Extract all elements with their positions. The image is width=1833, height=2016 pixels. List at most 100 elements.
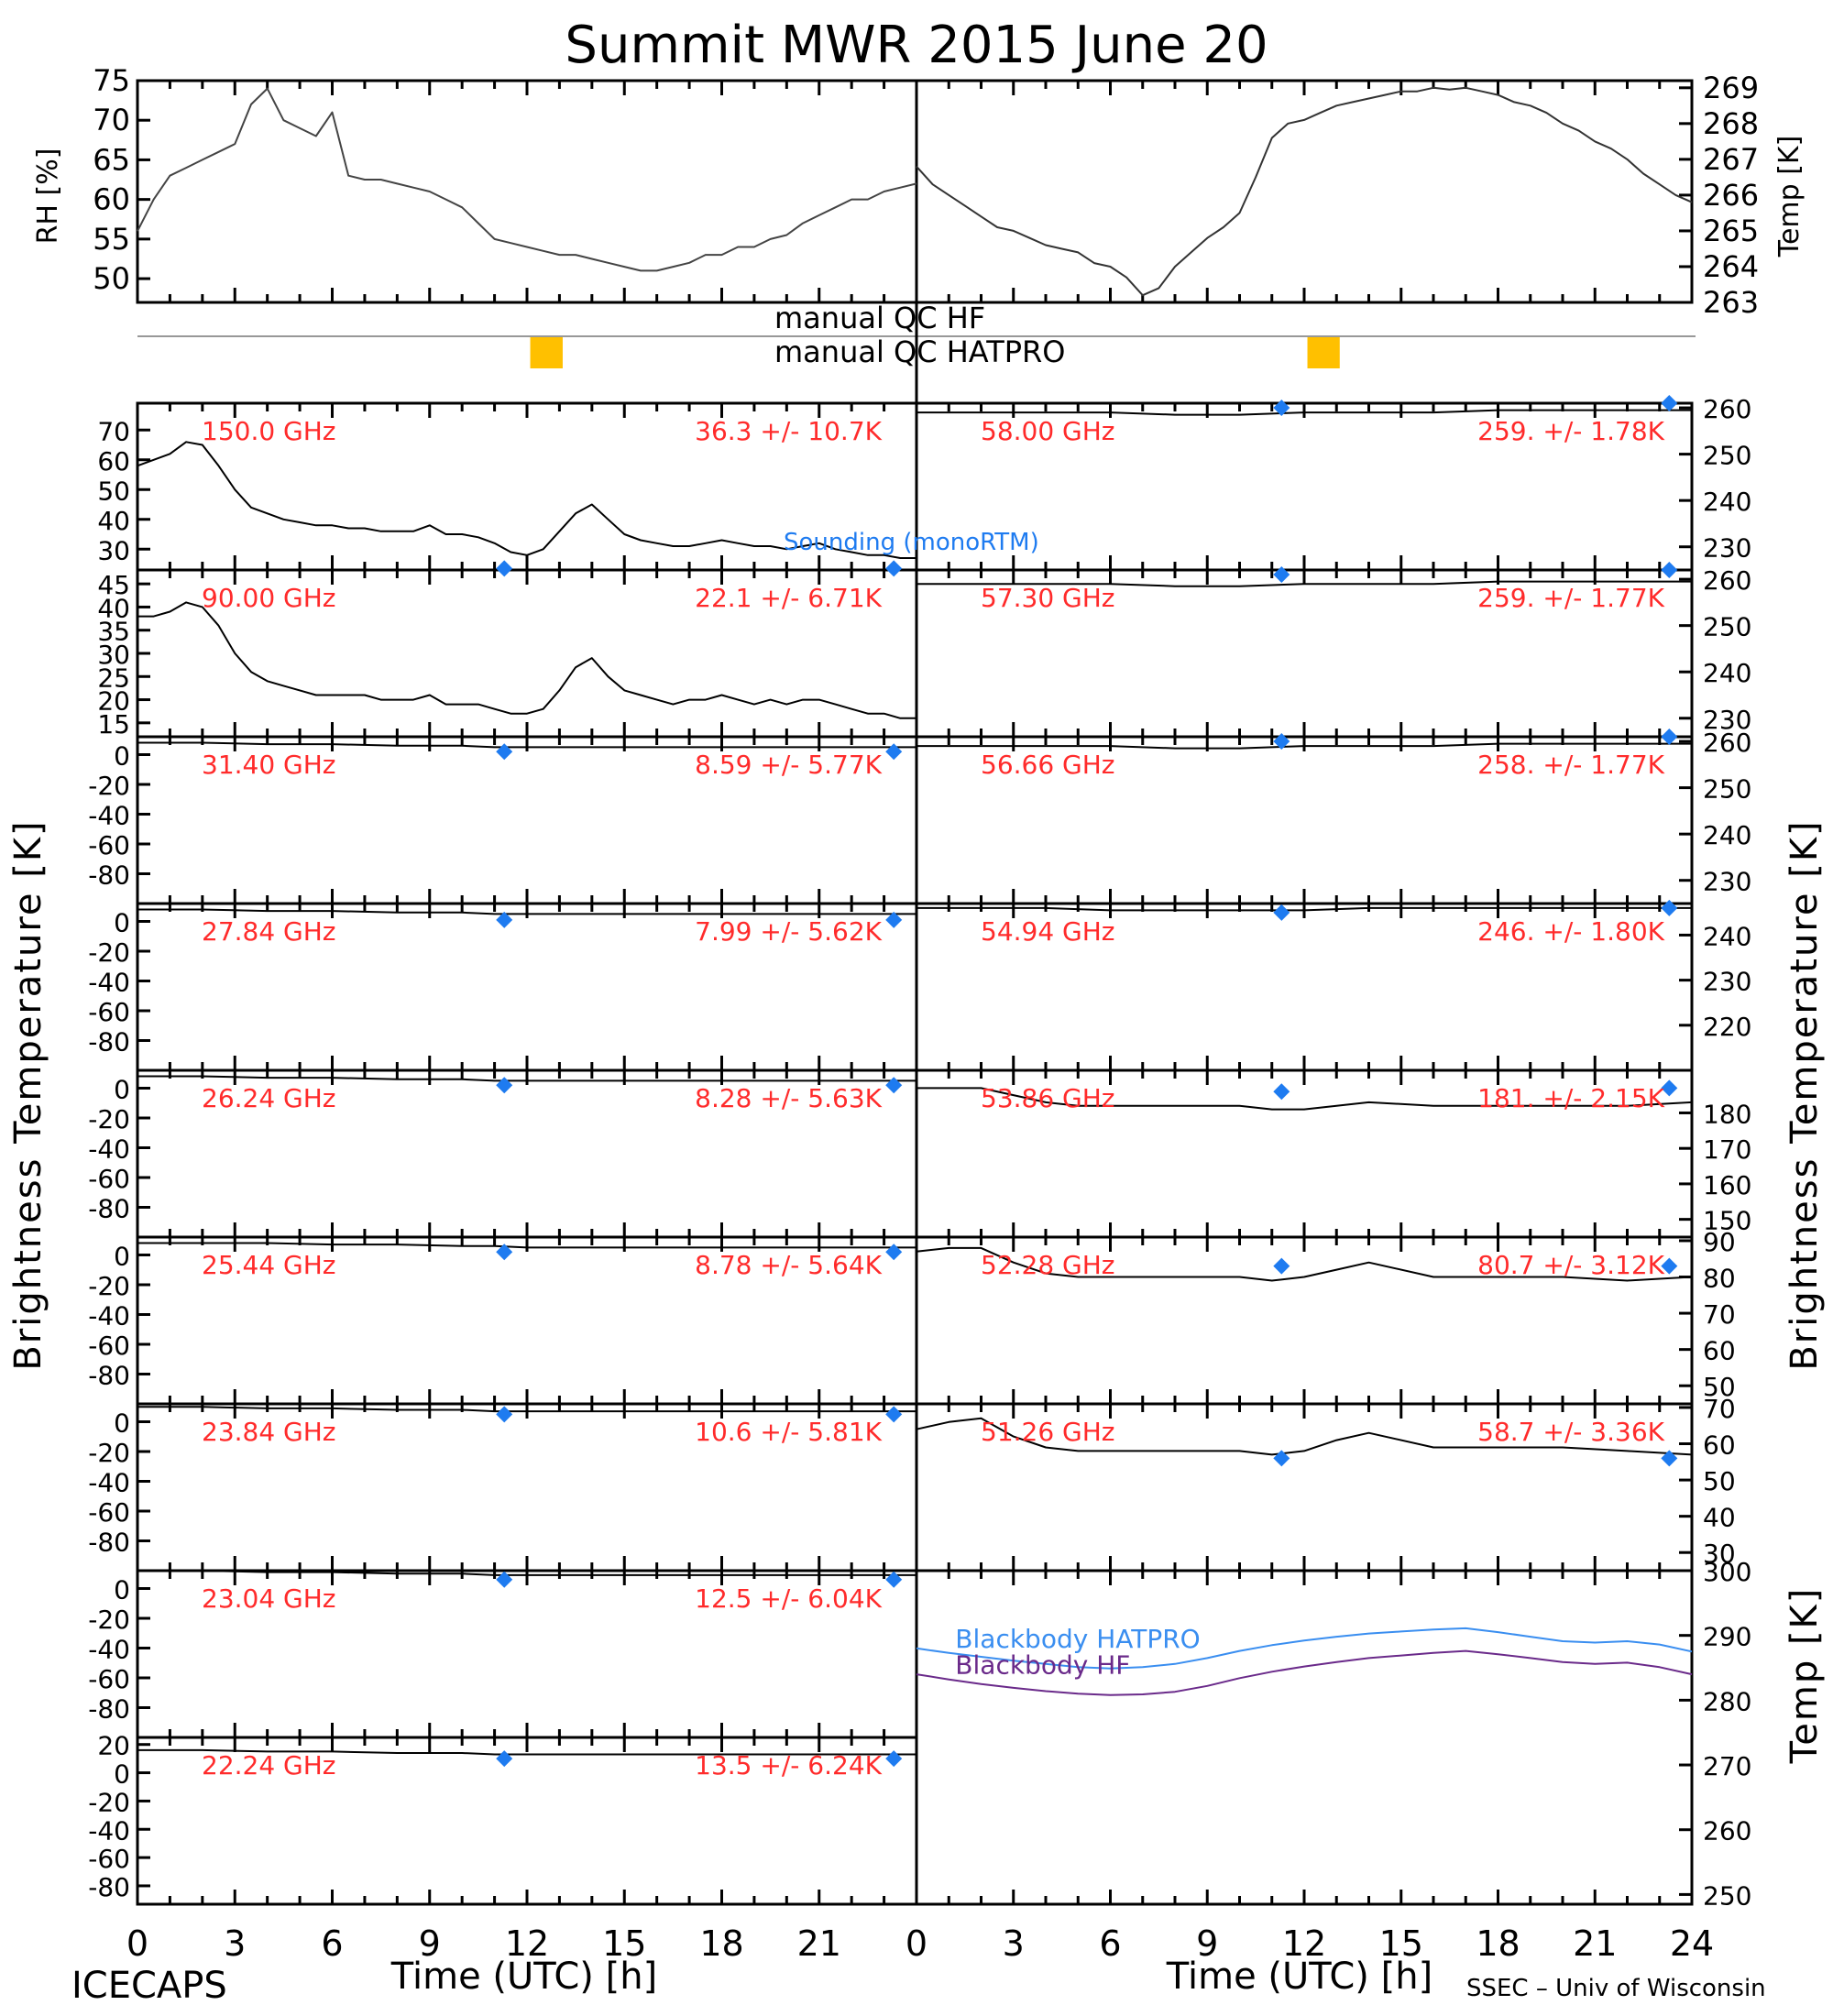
y-tick-label: 0 [114,1408,130,1439]
y-tick-label: 40 [1703,1503,1736,1533]
freq-label: 54.94 GHz [981,916,1115,947]
y-tick-label: -20 [88,1605,130,1635]
bt-series [916,1417,1693,1456]
x-tick-label: 15 [1379,1923,1423,1964]
freq-label: 56.66 GHz [981,750,1115,780]
x-tick-label: 9 [419,1923,441,1964]
y-tick-label: 260 [1703,1816,1751,1846]
blackbody-label: Blackbody HATPRO [955,1624,1200,1654]
y-tick-label: 90 [1703,1227,1736,1257]
sounding-label: Sounding (monoRTM) [784,529,1039,556]
y-tick-label: -60 [88,1844,130,1874]
stats-label: 58.7 +/- 3.36K [1477,1417,1664,1447]
y-tick-label: -40 [88,1468,130,1498]
x-tick-label: 6 [1099,1923,1121,1964]
stats-label: 7.99 +/- 5.62K [695,916,882,947]
y-tick-label: -40 [88,1635,130,1665]
sounding-marker [1273,400,1290,417]
y-tick-label: -80 [88,1872,130,1902]
freq-label: 25.44 GHz [202,1250,336,1280]
y-tick-label: 268 [1703,106,1759,141]
y-tick-label: -80 [88,1361,130,1391]
x-tick-label: 3 [224,1923,246,1964]
bt-series [137,601,916,719]
stats-label: 181. +/- 2.15K [1477,1083,1664,1113]
blackbody-series [916,1649,1693,1696]
x-tick-label: 21 [797,1923,841,1964]
y-tick-label: 267 [1703,142,1759,177]
sounding-marker [1273,1450,1290,1467]
y-tick-label: 55 [93,222,130,257]
y-tick-label: 0 [114,908,130,938]
bt-series [137,441,916,559]
stats-label: 12.5 +/- 6.04K [695,1583,882,1614]
y-tick-label: 50 [1703,1466,1736,1496]
y-tick-label: -80 [88,1194,130,1224]
y-tick-label: 240 [1703,820,1751,850]
y-tick-label: 30 [1703,1539,1736,1569]
y-tick-label: -20 [88,1787,130,1817]
stats-label: 259. +/- 1.78K [1477,416,1664,446]
x-tick-label: 15 [602,1923,646,1964]
y-tick-label: -20 [88,1438,130,1468]
sounding-marker [496,1406,513,1423]
freq-label: 23.84 GHz [202,1417,336,1447]
freq-label: 53.86 GHz [981,1083,1115,1113]
temp-panel [915,79,1694,304]
y-tick-label: 30 [97,535,130,565]
freq-label: 150.0 GHz [202,416,336,446]
y-tick-label: -60 [88,997,130,1027]
freq-label: 23.04 GHz [202,1583,336,1614]
y-tick-label: 240 [1703,487,1751,517]
x-tick-label: 0 [906,1923,927,1964]
y-tick-label: 50 [1703,1372,1736,1402]
stats-label: 36.3 +/- 10.7K [695,416,882,446]
y-tick-label: 230 [1703,967,1751,997]
y-tick-label: 70 [1703,1299,1736,1330]
y-tick-label: -60 [88,1664,130,1694]
x-tick-label: 3 [1003,1923,1025,1964]
sounding-marker [1661,395,1678,411]
sounding-marker [1273,904,1290,921]
y-tick-label: -60 [88,1331,130,1361]
y-tick-label: 20 [97,1731,130,1761]
y-tick-label: 220 [1703,1012,1751,1042]
y-tick-label: 264 [1703,249,1759,284]
y-tick-label: 0 [114,741,130,772]
y-tick-label: 60 [1703,1430,1736,1461]
stats-label: 13.5 +/- 6.24K [695,1750,882,1780]
y-tick-label: 269 [1703,71,1759,105]
x-tick-label: 24 [1670,1923,1714,1964]
rh-axis-label: RH [%] [32,148,64,245]
y-tick-label: 50 [93,261,130,296]
y-tick-label: 263 [1703,285,1759,320]
y-tick-label: 150 [1703,1206,1751,1236]
freq-label: 31.40 GHz [202,750,336,780]
sounding-marker [496,1244,513,1261]
y-tick-label: 270 [1703,1751,1751,1781]
y-tick-label: 60 [1703,1336,1736,1366]
sounding-marker [885,1077,903,1094]
y-tick-label: 260 [1703,728,1751,758]
bt-series [916,742,1692,750]
x-tick-label: 9 [1196,1923,1218,1964]
x-tick-label: 21 [1573,1923,1617,1964]
y-tick-label: -20 [88,771,130,801]
footer-left: ICECAPS [71,1965,227,2007]
sounding-marker [496,1571,513,1588]
y-tick-label: 0 [114,1575,130,1605]
freq-label: 58.00 GHz [981,416,1115,446]
bb-temp-axis-label: Temp [K] [1784,1587,1826,1765]
y-tick-label: -20 [88,1104,130,1134]
y-tick-label: 180 [1703,1099,1751,1129]
sounding-marker [885,911,903,928]
blackbody-panel [915,1569,1694,1906]
y-tick-label: 260 [1703,394,1751,424]
bt-series [137,1406,916,1413]
axis-text: 5055606570752632642652662672682693040506… [88,63,1759,1964]
stats-label: 8.28 +/- 5.63K [695,1083,882,1113]
sounding-marker [1661,1257,1678,1275]
rh-series [137,87,917,272]
qc-flag-right [1307,337,1340,368]
